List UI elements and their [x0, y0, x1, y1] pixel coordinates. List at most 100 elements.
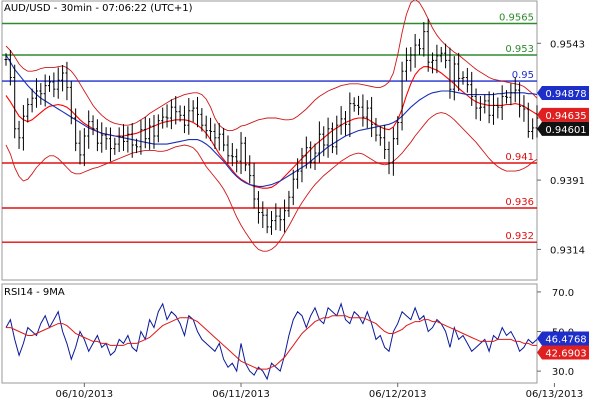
price-bar-105: [461, 71, 465, 85]
level-label-1: 0.953: [505, 44, 534, 55]
price-bar-119: [522, 95, 526, 122]
rsi-series-9MA: [6, 315, 537, 370]
price-bar-110: [483, 94, 487, 114]
price-bar-23: [104, 127, 108, 150]
price-bar-8: [39, 83, 43, 105]
level-label-4: 0.936: [505, 197, 534, 208]
price-bar-59: [261, 201, 265, 228]
series-bollinger-upper: [5, 0, 538, 132]
price-bar-73: [322, 126, 326, 157]
price-badge-2-bg: [537, 121, 589, 136]
price-bar-6: [30, 88, 34, 113]
price-bar-33: [148, 118, 152, 150]
rsi-series-RSI14: [5, 302, 538, 381]
level-label-5: 0.932: [505, 231, 534, 242]
xtick-label-1: 06/11/2013: [212, 389, 270, 400]
price-badge-1-text: 0.94635: [545, 111, 586, 122]
price-bar-120: [526, 102, 530, 138]
price-bar-69: [304, 136, 308, 169]
price-badge-1-bg: [537, 107, 589, 122]
price-bar-115: [505, 90, 509, 104]
support-resistance-levels: 0.9565 0.953 0.95 0.941 0.936 0.932: [2, 13, 537, 243]
value-badges: 0.94878 0.94635 0.94601 46.4768 42.6903: [537, 85, 589, 360]
series-moving-average: [5, 66, 538, 189]
price-bar-36: [161, 107, 165, 129]
xtick-label-3: 06/13/2013: [526, 389, 584, 400]
price-bar-93: [409, 47, 413, 72]
rsi-ytick-label-0: 70.0: [552, 288, 574, 299]
price-ytick-label-1: 0.9391: [550, 176, 585, 187]
x-axis-ticks: 06/10/2013 06/11/2013 06/12/2013 06/13/2013: [56, 383, 584, 400]
price-bar-13: [61, 65, 65, 92]
price-bar-26: [117, 127, 121, 153]
price-bar-16: [74, 108, 78, 152]
price-bar-9: [43, 74, 47, 107]
price-bar-70: [309, 141, 313, 169]
price-bar-83: [365, 100, 369, 129]
price-bar-85: [374, 118, 378, 142]
price-bar-5: [26, 98, 30, 123]
price-bar-84: [370, 96, 374, 138]
price-bar-50: [222, 127, 226, 152]
price-bar-96: [422, 22, 426, 57]
price-bar-67: [296, 158, 300, 189]
price-bar-108: [474, 88, 478, 120]
price-bar-68: [300, 147, 304, 183]
price-bar-39: [174, 96, 178, 125]
price-bar-64: [283, 199, 287, 233]
price-bar-41: [182, 105, 186, 134]
price-bar-98: [431, 52, 435, 74]
price-bar-37: [165, 104, 169, 128]
price-ytick-label-2: 0.9314: [550, 245, 585, 256]
price-bar-104: [457, 52, 461, 92]
price-bar-102: [448, 47, 452, 99]
price-bar-75: [330, 122, 334, 154]
price-bar-79: [348, 92, 352, 138]
price-bar-2: [13, 64, 17, 139]
price-bar-87: [383, 125, 387, 160]
price-badge-2: 0.94601: [537, 121, 589, 136]
price-bar-117: [513, 77, 517, 103]
price-bar-58: [256, 191, 260, 224]
price-bar-77: [339, 106, 343, 135]
price-bar-20: [91, 115, 95, 136]
price-bar-52: [230, 143, 234, 167]
price-bar-112: [491, 92, 495, 125]
price-bar-63: [278, 208, 282, 231]
price-bar-111: [487, 91, 491, 124]
price-bar-101: [444, 43, 448, 69]
price-badge-1: 0.94635: [537, 107, 589, 122]
price-ytick-label-0: 0.9543: [550, 39, 585, 50]
rsi-badge-1-bg: [537, 345, 589, 360]
price-bar-17: [78, 130, 82, 165]
price-bar-47: [209, 117, 213, 142]
price-bar-18: [82, 128, 86, 167]
price-bar-19: [87, 110, 91, 149]
price-bar-103: [452, 56, 456, 101]
price-bar-45: [200, 108, 204, 132]
price-bar-106: [465, 67, 469, 93]
rsi-badge-1-text: 42.6903: [545, 348, 586, 359]
rsi-badge-0-bg: [537, 331, 589, 346]
price-bar-97: [426, 18, 430, 72]
price-bar-92: [404, 47, 408, 81]
price-bar-43: [191, 100, 195, 122]
price-bar-1: [8, 49, 12, 86]
price-bar-28: [126, 126, 130, 153]
rsi-badge-0-text: 46.4768: [545, 334, 586, 345]
price-bar-90: [396, 116, 400, 145]
price-bar-116: [509, 83, 513, 106]
price-bar-31: [139, 120, 143, 155]
price-badge-0: 0.94878: [537, 85, 589, 100]
price-bar-74: [326, 117, 330, 158]
price-bar-89: [391, 127, 395, 176]
price-bar-54: [239, 132, 243, 174]
price-bar-71: [313, 143, 317, 171]
price-bar-65: [287, 190, 291, 217]
price-bar-51: [226, 135, 230, 164]
price-bar-29: [130, 123, 134, 158]
price-bar-76: [335, 115, 339, 155]
price-bar-122: [535, 105, 539, 138]
price-badge-2-text: 0.94601: [545, 125, 586, 136]
price-badge-0-bg: [537, 85, 589, 100]
